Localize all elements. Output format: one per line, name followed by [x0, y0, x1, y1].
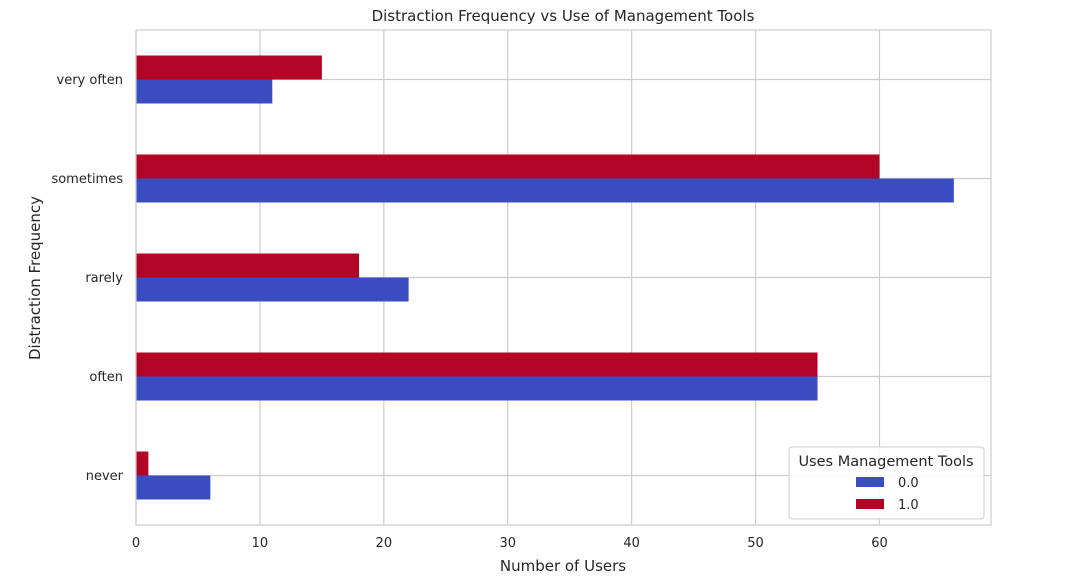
plot-frame — [135, 29, 992, 526]
y-axis-label: Distraction Frequency — [26, 196, 44, 360]
y-tick-label-2: rarely — [85, 271, 123, 286]
bar-1-0-very-often — [136, 55, 322, 80]
legend: Uses Management Tools 0.0 1.0 — [788, 446, 985, 520]
legend-swatch-1 — [856, 499, 884, 509]
x-tick-label-5: 50 — [747, 536, 764, 551]
x-tick-labels: 0 10 20 30 40 50 60 — [132, 536, 888, 551]
x-tick-label-1: 10 — [252, 536, 269, 551]
bars — [136, 55, 954, 500]
y-tick-label-0: never — [86, 469, 124, 484]
x-axis-label: Number of Users — [500, 557, 626, 575]
bar-1-0-rarely — [136, 253, 360, 278]
x-tick-label-2: 20 — [376, 536, 393, 551]
y-tick-label-1: often — [89, 370, 123, 385]
bar-0-0-rarely — [136, 277, 409, 302]
legend-box — [788, 446, 985, 520]
y-tick-labels: never often rarely sometimes very often — [51, 73, 123, 484]
legend-swatch-0 — [856, 477, 884, 487]
legend-title: Uses Management Tools — [798, 454, 973, 470]
y-tick-label-4: very often — [57, 73, 124, 88]
legend-label-1: 1.0 — [898, 498, 919, 513]
bar-1-0-sometimes — [136, 154, 880, 179]
bar-1-0-never — [136, 451, 149, 476]
x-tick-label-6: 60 — [871, 536, 888, 551]
legend-label-0: 0.0 — [898, 476, 919, 491]
bar-0-0-very-often — [136, 79, 273, 104]
bar-1-0-often — [136, 352, 818, 377]
x-tick-label-4: 40 — [623, 536, 640, 551]
bar-0-0-often — [136, 376, 818, 401]
bar-0-0-sometimes — [136, 178, 954, 203]
x-tick-label-3: 30 — [499, 536, 516, 551]
bar-0-0-never — [136, 475, 211, 500]
x-tick-label-0: 0 — [132, 536, 140, 551]
chart-title: Distraction Frequency vs Use of Manageme… — [372, 7, 755, 25]
y-tick-label-3: sometimes — [51, 172, 123, 187]
